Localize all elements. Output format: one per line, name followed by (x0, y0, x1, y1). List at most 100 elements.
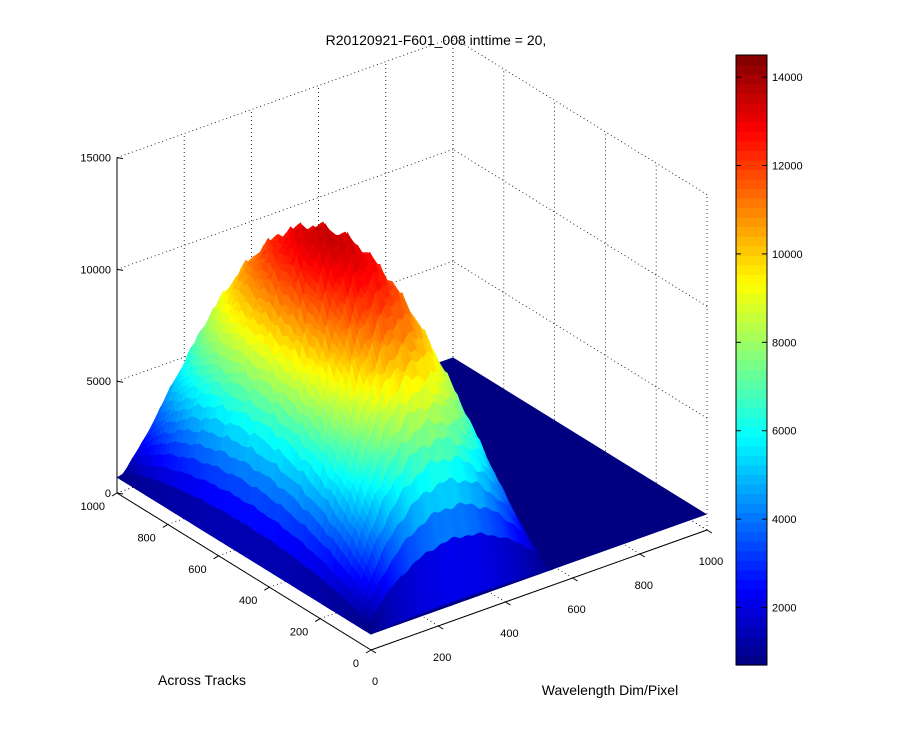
colorbar-swatch (736, 493, 767, 504)
grid-line (452, 37, 708, 195)
y-tick-mark (264, 586, 270, 591)
surface-curtain (453, 600, 457, 605)
chart-title: R20120921-F601_008 inttime = 20, (326, 32, 547, 48)
colorbar-tick-label: 4000 (772, 514, 796, 526)
surface-curtain (376, 630, 379, 633)
surface-curtain (459, 598, 462, 603)
colorbar-swatch (736, 302, 767, 313)
surface-curtain (433, 607, 436, 613)
surface-curtain (461, 597, 465, 602)
colorbar-swatch (736, 436, 767, 447)
surface-curtain (513, 580, 517, 584)
colorbar-swatch (736, 598, 767, 609)
y-tick-label: 200 (290, 627, 308, 639)
colorbar-tick-label: 2000 (772, 603, 796, 615)
colorbar-swatch (736, 588, 767, 599)
surface-curtain (508, 582, 511, 586)
surface-curtain (389, 625, 392, 628)
surface-curtain (464, 596, 467, 601)
surface-curtain (412, 616, 416, 620)
surface-curtain (472, 594, 475, 599)
surface-curtain (500, 584, 504, 589)
z-tick-mark (116, 380, 124, 383)
colorbar-swatch (736, 64, 767, 75)
colorbar-swatch (736, 579, 767, 590)
x-tick-mark (572, 577, 578, 582)
x-tick-mark (505, 601, 511, 606)
colorbar-tick-label: 12000 (772, 161, 803, 173)
x-axis-line (370, 529, 708, 651)
surface-curtain (544, 570, 548, 573)
colorbar-swatch (736, 245, 767, 256)
colorbar-swatch (736, 321, 767, 333)
grid-line (452, 149, 708, 307)
surface-curtain (402, 620, 405, 624)
surface-curtain (482, 590, 485, 595)
y-tick-label: 600 (188, 564, 206, 576)
surface-curtain (399, 621, 403, 625)
colorbar-swatch (736, 178, 767, 190)
colorbar-swatch (736, 312, 767, 323)
surface-curtain (518, 578, 522, 582)
surface-plot (116, 221, 707, 635)
colorbar-swatch (736, 360, 767, 371)
surface-curtain (391, 624, 395, 627)
surface-curtain (386, 626, 390, 629)
colorbar-swatch (736, 474, 767, 485)
z-tick-label: 10000 (80, 264, 111, 276)
z-tick-mark (116, 268, 124, 271)
surface-curtain (539, 572, 543, 575)
axes: 0500010000150000200400600800100002004006… (80, 153, 723, 688)
y-tick-mark (314, 618, 321, 623)
colorbar-swatch (736, 236, 767, 247)
z-tick-label: 5000 (87, 376, 111, 388)
colorbar-swatch (736, 512, 767, 523)
x-tick-label: 800 (635, 580, 653, 592)
x-axis-label: Wavelength Dim/Pixel (542, 682, 678, 698)
colorbar-swatch (736, 417, 767, 428)
surface-curtain (373, 631, 377, 634)
surface-curtain (526, 576, 530, 579)
colorbar-swatch (736, 112, 767, 123)
colorbar-swatch (736, 388, 767, 399)
x-tick-mark (706, 529, 713, 534)
surface-curtain (542, 571, 545, 574)
surface-curtain (428, 610, 431, 614)
surface-curtain (448, 602, 452, 607)
x-tick-label: 200 (433, 652, 451, 664)
colorbar-frame (735, 54, 768, 666)
surface-curtain (531, 574, 535, 577)
z-tick-mark (116, 157, 124, 160)
z-tick-label: 15000 (80, 153, 111, 165)
colorbar-swatch (736, 283, 767, 294)
surface-curtain (438, 606, 441, 611)
surface-curtain (487, 588, 491, 593)
colorbar-swatch (736, 445, 767, 456)
surface-curtain (430, 608, 434, 614)
surface-curtain (498, 585, 501, 589)
y-tick-label: 0 (353, 658, 359, 670)
colorbar-swatch (736, 255, 767, 266)
colorbar-swatch (736, 331, 767, 342)
colorbar-swatch (736, 541, 767, 552)
surface-curtain (516, 579, 519, 583)
colorbar-swatch (736, 159, 767, 170)
colorbar-swatch (736, 398, 767, 409)
x-tick-mark (370, 649, 377, 654)
colorbar-swatch (736, 74, 767, 85)
colorbar-swatch (736, 169, 767, 180)
x-tick-label: 600 (567, 604, 585, 616)
surface-curtain (523, 577, 527, 580)
colorbar-swatch (736, 569, 767, 580)
surface-curtain (409, 617, 413, 621)
colorbar-swatch (736, 217, 767, 228)
surface-curtain (404, 618, 408, 623)
surface-curtain (511, 581, 514, 585)
colorbar-swatch (736, 645, 767, 657)
surface-curtain (407, 617, 410, 622)
x-tick-label: 400 (500, 628, 518, 640)
colorbar-swatch (736, 207, 767, 218)
surface-curtain (420, 612, 423, 617)
colorbar-swatch (736, 502, 767, 514)
